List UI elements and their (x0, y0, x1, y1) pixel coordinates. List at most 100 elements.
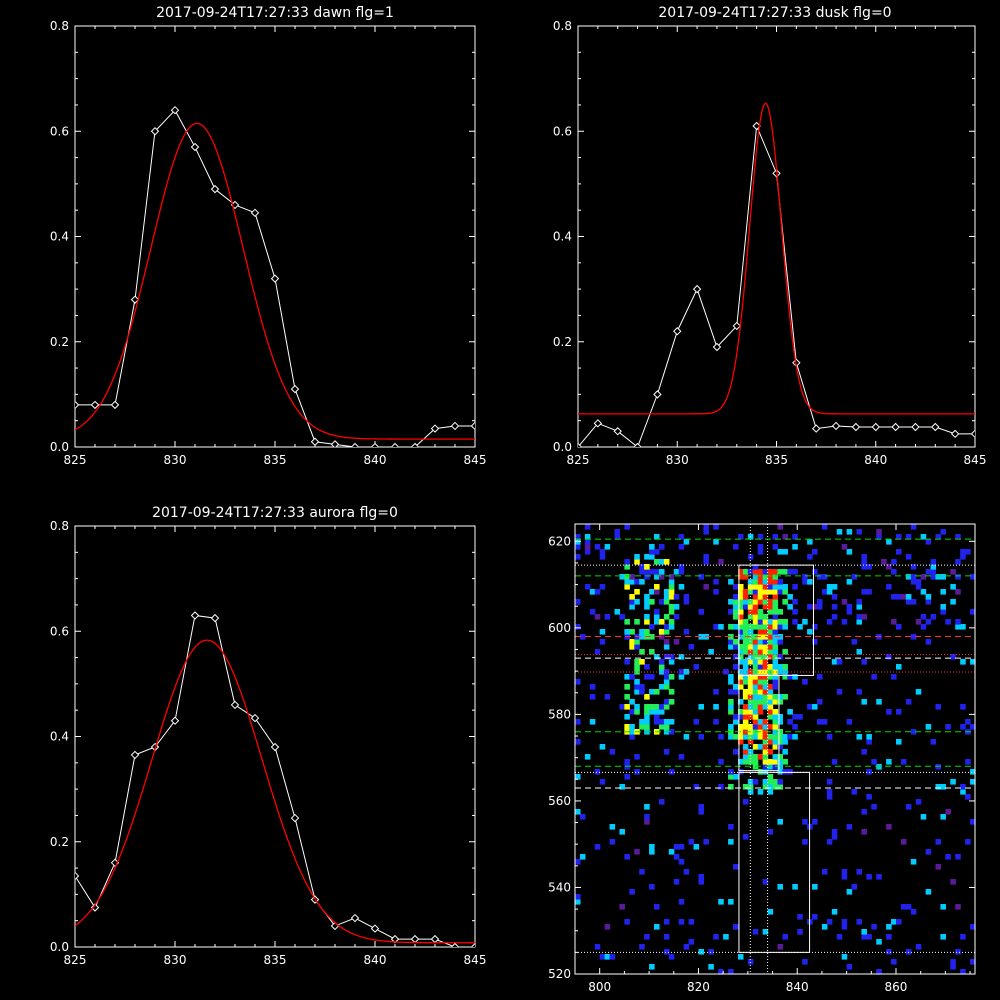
heatmap-cell (950, 654, 956, 660)
heatmap-cell (762, 629, 769, 635)
heatmap-cell (654, 589, 660, 595)
heatmap-cell (634, 659, 640, 665)
heatmap-cell (846, 889, 853, 895)
heatmap-cell (649, 964, 655, 970)
heatmap-cell (762, 759, 769, 765)
heatmap-cell (698, 874, 704, 880)
heatmap-cell (668, 594, 675, 600)
heatmap-cell (668, 719, 675, 725)
heatmap-cell (891, 569, 897, 575)
data-point (673, 327, 682, 336)
heatmap-cell (762, 734, 769, 740)
heatmap-cell (639, 724, 645, 730)
heatmap-cell (915, 944, 922, 950)
heatmap-cell (871, 674, 877, 680)
heatmap-cell (910, 729, 917, 735)
heatmap-cell (960, 704, 966, 710)
heatmap-cell (891, 619, 897, 625)
heatmap-cell (747, 604, 754, 610)
heatmap-cell (826, 734, 833, 740)
heatmap-cell (757, 544, 764, 550)
y-tick-label: 0.6 (50, 124, 69, 138)
heatmap-cell (797, 714, 803, 720)
y-tick-label: 0.8 (50, 519, 69, 533)
heatmap-cell (728, 699, 734, 705)
heatmap-cell (960, 784, 966, 790)
heatmap-cell (757, 754, 764, 760)
x-tick-label: 845 (964, 453, 987, 467)
heatmap-cell (654, 904, 660, 910)
heatmap-cell (772, 574, 779, 580)
heatmap-cell (960, 724, 966, 730)
panel-dawn-marks (75, 105, 475, 447)
heatmap-cell (737, 679, 744, 685)
heatmap-cell (604, 954, 611, 960)
heatmap-cell (728, 679, 734, 685)
heatmap-cell (826, 584, 833, 590)
heatmap-cell (728, 734, 734, 740)
heatmap-cell (644, 569, 650, 575)
heatmap-cell (910, 599, 917, 605)
panel-aurora-title: 2017-09-24T17:27:33 aurora flg=0 (152, 505, 398, 521)
y-tick-label: 0.0 (50, 440, 69, 454)
heatmap-cell (762, 569, 769, 575)
heatmap-cell (594, 589, 601, 595)
heatmap-cell (644, 934, 650, 940)
heatmap-cell (668, 849, 675, 855)
heatmap-cell (767, 784, 774, 790)
heatmap-cell (698, 949, 704, 955)
heatmap-cell (733, 599, 739, 605)
heatmap-cell (742, 734, 749, 740)
heatmap-cell (777, 779, 784, 785)
heatmap-cell (624, 564, 630, 570)
heatmap-cell (644, 554, 650, 560)
heatmap-cell (654, 619, 660, 625)
heatmap-cell (575, 599, 581, 605)
heatmap-cell (816, 604, 823, 610)
heatmap-cell (777, 719, 784, 725)
heatmap-cell (836, 659, 843, 665)
heatmap-cell (841, 544, 848, 550)
heatmap-cell (624, 629, 630, 635)
data-point (210, 184, 220, 194)
heatmap-cell (851, 574, 858, 580)
heatmap-cell (644, 564, 650, 570)
heatmap-cell (777, 524, 784, 530)
heatmap-cell (644, 664, 650, 670)
heatmap-cell (861, 699, 867, 705)
heatmap-cell (728, 969, 734, 975)
heatmap-cell (757, 549, 764, 555)
heatmap-cell (762, 624, 769, 630)
heatmap-cell (639, 684, 645, 690)
heatmap-cell (841, 874, 848, 880)
heatmap-cell (737, 684, 744, 690)
heatmap-cell (728, 709, 734, 715)
heatmap-cell (644, 599, 650, 605)
heatmap-cell (654, 584, 660, 590)
heatmap-cell (737, 624, 744, 630)
heatmap-cell (767, 779, 774, 785)
heatmap-cell (910, 909, 917, 915)
heatmap-cell (654, 924, 660, 930)
data-point (470, 421, 475, 431)
heatmap-cell (772, 724, 779, 730)
heatmap-cell (668, 699, 675, 705)
heatmap-cell (668, 654, 675, 660)
heatmap-cell (629, 644, 635, 650)
heatmap-cell (658, 619, 665, 625)
heatmap-cell (733, 584, 739, 590)
heatmap-cell (649, 884, 655, 890)
heatmap-cell (777, 819, 784, 825)
heatmap-cell (728, 839, 734, 845)
heatmap-cell (772, 754, 779, 760)
heatmap-cell (644, 719, 650, 725)
heatmap-cell (658, 634, 665, 640)
heatmap-cell (782, 649, 788, 655)
heatmap-cell (678, 899, 685, 905)
heatmap-cell (777, 884, 784, 890)
heatmap-cell (594, 649, 601, 655)
heatmap-cell (782, 584, 788, 590)
heatmap-cell (950, 569, 956, 575)
heatmap-cell (728, 644, 734, 650)
heatmap-cell (895, 739, 902, 745)
